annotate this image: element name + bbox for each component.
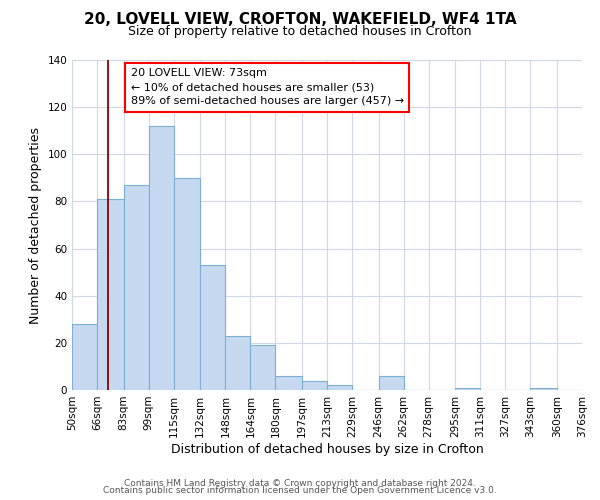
Y-axis label: Number of detached properties: Number of detached properties [29,126,42,324]
Bar [124,185,149,390]
Bar [327,386,352,390]
Text: Contains HM Land Registry data © Crown copyright and database right 2024.: Contains HM Land Registry data © Crown c… [124,478,476,488]
Bar [530,388,557,390]
Text: Size of property relative to detached houses in Crofton: Size of property relative to detached ho… [128,25,472,38]
Text: 20 LOVELL VIEW: 73sqm
← 10% of detached houses are smaller (53)
89% of semi-deta: 20 LOVELL VIEW: 73sqm ← 10% of detached … [131,68,404,106]
Bar [455,388,481,390]
Bar [200,265,226,390]
Text: Contains public sector information licensed under the Open Government Licence v3: Contains public sector information licen… [103,486,497,495]
Bar [173,178,200,390]
Bar [226,336,250,390]
Bar [72,324,97,390]
Text: 20, LOVELL VIEW, CROFTON, WAKEFIELD, WF4 1TA: 20, LOVELL VIEW, CROFTON, WAKEFIELD, WF4… [83,12,517,28]
X-axis label: Distribution of detached houses by size in Crofton: Distribution of detached houses by size … [170,442,484,456]
Bar [379,376,404,390]
Bar [97,199,124,390]
Bar [149,126,173,390]
Bar [275,376,302,390]
Bar [250,345,275,390]
Bar [302,380,327,390]
